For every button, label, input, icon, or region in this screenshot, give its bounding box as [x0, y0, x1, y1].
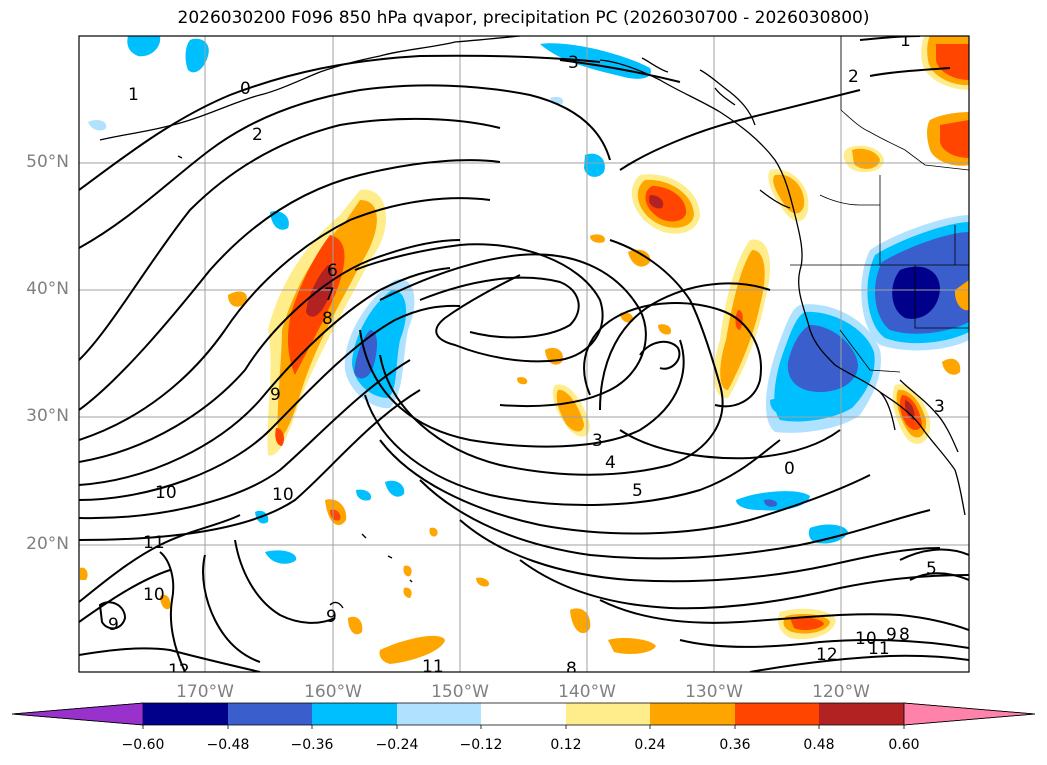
- contour-label: 11: [143, 533, 165, 553]
- colorbar-tick-label: 0.24: [634, 737, 666, 753]
- qvapor-contours: [79, 36, 969, 672]
- contour-label: 10: [272, 485, 294, 505]
- contour-label: 0: [784, 459, 795, 479]
- contour-label: 2: [848, 67, 859, 87]
- contour-label: 9: [108, 615, 119, 635]
- lon-label: 170°W: [176, 682, 234, 702]
- contour-label: 9: [886, 625, 897, 645]
- contour-label: 12: [816, 645, 838, 665]
- contour-label: 3: [568, 53, 579, 73]
- colorbar: [11, 702, 1036, 729]
- contour-label: 10: [155, 483, 177, 503]
- contour-label: 6: [327, 261, 338, 281]
- lat-label: 50°N: [26, 152, 69, 172]
- contour-label: 8: [566, 659, 577, 679]
- contour-label: 2: [252, 125, 263, 145]
- colorbar-box: [735, 703, 819, 725]
- colorbar-tick-label: 0.36: [719, 737, 751, 753]
- colorbar-tick-label: −0.60: [121, 737, 165, 753]
- lon-label: 160°W: [304, 682, 362, 702]
- colorbar-tick-label: −0.24: [375, 737, 419, 753]
- colorbar-box: [143, 703, 228, 725]
- precip-positive-band-core: [277, 200, 377, 439]
- plot-frame: [78, 35, 970, 673]
- contour-label: 1: [128, 85, 139, 105]
- contour-label: 8: [322, 309, 333, 329]
- colorbar-box: [312, 703, 397, 725]
- colorbar-tick-label: 0.60: [888, 737, 920, 753]
- contour-label: 5: [926, 559, 937, 579]
- colorbar-box: [566, 703, 650, 725]
- contour-labels: 1 0 2 3 2 1 6 7 8 9 10 10 11 10 9 9 3 4 …: [108, 31, 945, 681]
- contour-label: 4: [605, 453, 616, 473]
- precip-shading: [80, 36, 969, 664]
- map-title: 2026030200 F096 850 hPa qvapor, precipit…: [177, 8, 870, 28]
- lon-label: 150°W: [431, 682, 489, 702]
- contour-label: 9: [270, 385, 281, 405]
- lat-label: 40°N: [26, 279, 69, 299]
- plot-area: 1 0 2 3 2 1 6 7 8 9 10 10 11 10 9 9 3 4 …: [79, 31, 969, 681]
- contour-label: 11: [422, 657, 444, 677]
- colorbar-box: [650, 703, 735, 725]
- contour-label: 1: [900, 31, 911, 51]
- lon-label: 120°W: [812, 682, 870, 702]
- colorbar-extend-max: [903, 702, 1036, 726]
- contour-label: 5: [632, 481, 643, 501]
- contour-label: 10: [855, 629, 877, 649]
- lat-label: 30°N: [26, 406, 69, 426]
- colorbar-extend-min: [11, 702, 144, 726]
- colorbar-box: [397, 703, 481, 725]
- contour-label: 0: [240, 79, 251, 99]
- graticule: [79, 36, 969, 672]
- colorbar-box: [228, 703, 312, 725]
- precip-positive-band-peak: [306, 265, 334, 317]
- contour-label: 7: [324, 285, 335, 305]
- colorbar-tick-label: −0.48: [206, 737, 250, 753]
- contour-label: 9: [326, 607, 337, 627]
- contour-label: 10: [143, 585, 165, 605]
- contour-label: 11: [868, 639, 890, 659]
- colorbar-tick-label: −0.12: [459, 737, 503, 753]
- precip-negative-core: [892, 266, 940, 319]
- colorbar-box: [481, 703, 566, 725]
- political-borders: [790, 36, 969, 373]
- contour-label: 3: [592, 431, 603, 451]
- lat-label: 20°N: [26, 534, 69, 554]
- lon-label: 130°W: [685, 682, 743, 702]
- colorbar-tick-label: 0.48: [803, 737, 835, 753]
- coastlines: [99, 36, 966, 609]
- contour-label: 3: [934, 397, 945, 417]
- colorbar-box: [819, 703, 904, 725]
- lon-label: 140°W: [558, 682, 616, 702]
- colorbar-tick-label: 0.12: [550, 737, 582, 753]
- contour-label: 12: [168, 661, 190, 681]
- colorbar-tick-label: −0.36: [290, 737, 334, 753]
- contour-label: 8: [899, 625, 910, 645]
